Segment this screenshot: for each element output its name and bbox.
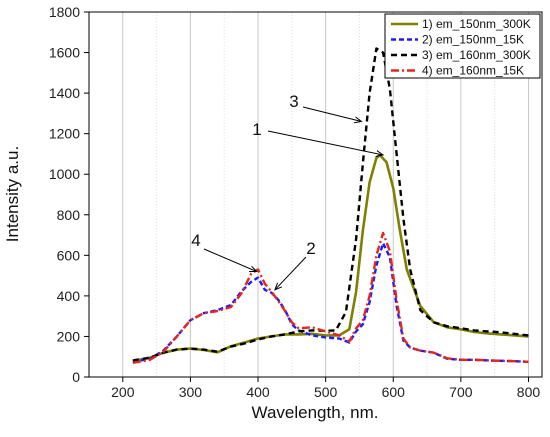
- x-axis-title: Wavelength, nm.: [252, 403, 379, 422]
- y-axis-title: Intensity a.u.: [3, 146, 22, 242]
- x-axis: 200 300 400 500 600 700 800: [111, 377, 540, 400]
- series-line-2: [132, 241, 529, 363]
- annotation-arrow-2: [275, 256, 307, 290]
- x-tick-label: 500: [314, 384, 338, 400]
- annotation-arrow-1: [267, 130, 383, 155]
- series-lines: [132, 47, 529, 364]
- series-line-4: [132, 231, 529, 364]
- annotations: 1 2 3 4: [191, 92, 383, 290]
- annotation-arrow-4: [203, 248, 257, 272]
- x-tick-label: 800: [517, 384, 541, 400]
- annotation-label-3: 3: [289, 92, 298, 111]
- plot-frame: [88, 11, 543, 378]
- annotation-arrow-3: [302, 106, 361, 122]
- legend-label-4: 4) em_160nm_15K: [422, 64, 524, 78]
- x-tick-label: 600: [382, 384, 406, 400]
- y-tick-label: 1600: [49, 45, 80, 61]
- legend-label-2: 2) em_150nm_15K: [422, 33, 524, 47]
- y-tick-label: 200: [57, 328, 81, 344]
- annotation-label-1: 1: [252, 120, 261, 139]
- y-tick-label: 600: [57, 247, 81, 263]
- annotation-label-2: 2: [306, 239, 315, 258]
- legend-label-3: 3) em_160nm_300K: [422, 48, 531, 62]
- legend-label-1: 1) em_150nm_300K: [422, 17, 531, 31]
- y-tick-label: 800: [57, 207, 81, 223]
- y-axis: 0 200 400 600 800 1000 1200 1400 1600 1800: [49, 4, 89, 385]
- y-tick-label: 1800: [49, 4, 80, 20]
- y-tick-label: 0: [72, 369, 80, 385]
- y-tick-label: 1200: [49, 126, 80, 142]
- y-tick-label: 1000: [49, 166, 80, 182]
- x-tick-label: 700: [449, 384, 473, 400]
- y-tick-label: 400: [57, 288, 81, 304]
- x-tick-label: 400: [246, 384, 270, 400]
- x-tick-label: 200: [111, 384, 135, 400]
- y-tick-label: 1400: [49, 85, 80, 101]
- x-tick-label: 300: [179, 384, 203, 400]
- annotation-label-4: 4: [191, 231, 200, 250]
- series-line-3: [132, 47, 529, 362]
